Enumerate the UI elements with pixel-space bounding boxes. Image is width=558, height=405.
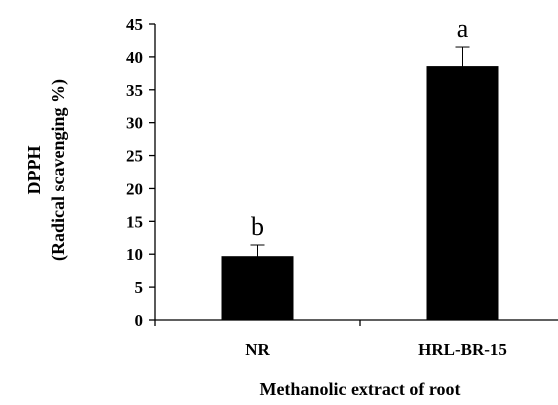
y-tick-label: 35: [126, 81, 143, 100]
x-tick-label: NR: [245, 340, 270, 359]
y-axis: 0 5 10 15 20 25 30 35 40 45: [126, 15, 156, 330]
y-tick-label: 0: [135, 311, 144, 330]
y-tick-label: 20: [126, 179, 143, 198]
y-tick-label: 10: [126, 245, 143, 264]
y-tick-label: 15: [126, 212, 143, 231]
significance-letter: b: [251, 212, 264, 241]
significance-letter: a: [457, 14, 469, 43]
y-tick-label: 25: [126, 147, 143, 166]
bars: [221, 66, 499, 320]
x-tick-label: HRL-BR-15: [418, 340, 507, 359]
y-tick-label: 40: [126, 48, 143, 67]
significance-letters: ba: [251, 14, 469, 241]
x-axis: NR HRL-BR-15: [154, 319, 558, 359]
y-axis-title-line-1: DPPH: [24, 146, 44, 195]
error-bars: [250, 46, 470, 268]
y-axis-title-line-2: (Radical scavenging %): [48, 79, 69, 261]
y-tick-label: 45: [126, 15, 143, 34]
x-axis-title: Methanolic extract of root: [259, 379, 460, 399]
y-tick-label: 5: [135, 278, 144, 297]
bar-HRL-BR-15: [426, 66, 499, 320]
y-tick-label: 30: [126, 114, 143, 133]
